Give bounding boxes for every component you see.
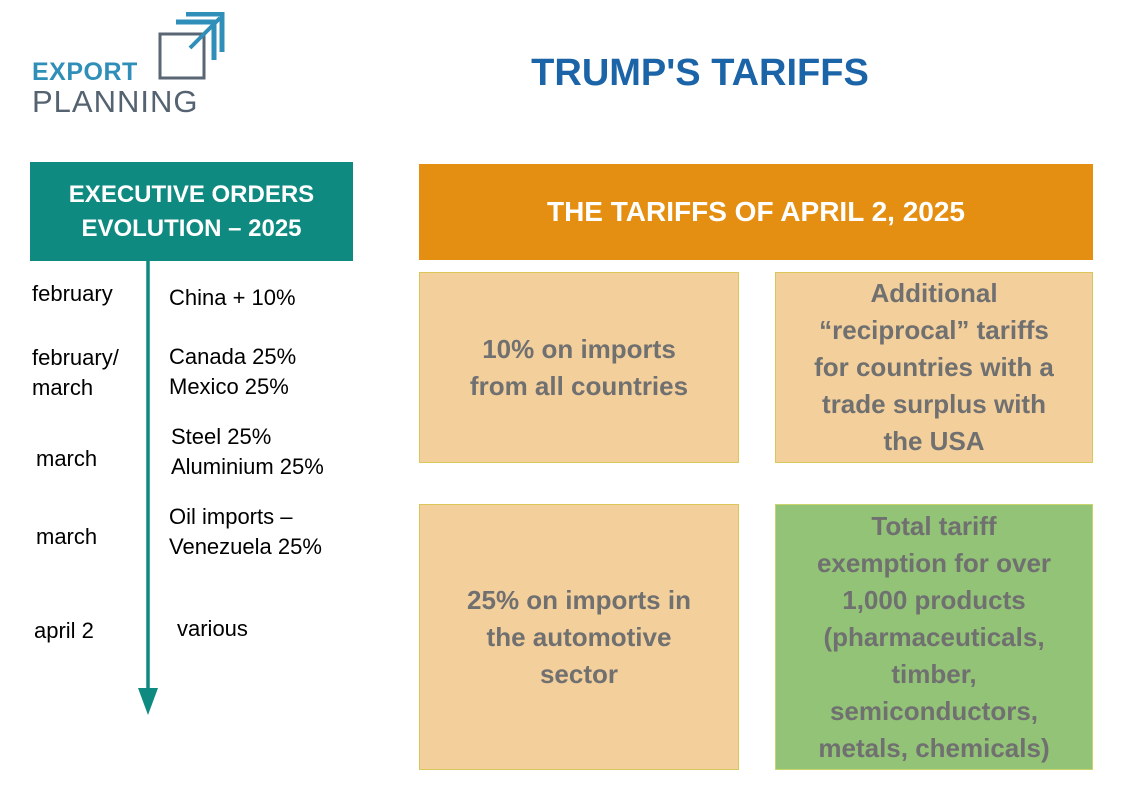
- timeline-date: march: [36, 446, 98, 471]
- tariff-box-all-countries: 10% on imports from all countries: [419, 272, 739, 463]
- tariff-box-automotive: 25% on imports in the automotive sector: [419, 504, 739, 770]
- logo-squares-icon: [158, 12, 225, 80]
- executive-orders-header: EXECUTIVE ORDERS EVOLUTION – 2025: [30, 162, 353, 261]
- timeline-item: Canada 25% Mexico 25%: [169, 344, 297, 399]
- executive-orders-header-line: EVOLUTION – 2025: [81, 214, 302, 242]
- timeline-item: Oil imports – Venezuela 25%: [169, 504, 322, 559]
- executive-orders-header-line: EXECUTIVE ORDERS: [68, 180, 315, 208]
- timeline-date: march: [36, 524, 98, 549]
- tariff-box-exemption: Total tariff exemption for over 1,000 pr…: [775, 504, 1093, 770]
- logo-word-planning: PLANNING: [32, 84, 199, 119]
- timeline-date: april 2: [34, 618, 94, 643]
- timeline-date: february: [32, 281, 113, 306]
- logo-word-export: EXPORT: [32, 58, 138, 86]
- timeline-item: Steel 25% Aluminium 25%: [171, 424, 324, 479]
- timeline-item: China + 10%: [169, 285, 296, 310]
- timeline-date: february/ march: [32, 345, 119, 400]
- timeline-arrow: [138, 260, 158, 715]
- timeline-item: various: [177, 616, 248, 641]
- export-planning-logo: EXPORT PLANNING: [30, 12, 230, 122]
- page-title: TRUMP'S TARIFFS: [531, 52, 869, 94]
- tariffs-banner: THE TARIFFS OF APRIL 2, 2025: [419, 164, 1093, 260]
- tariff-box-reciprocal: Additional “reciprocal” tariffs for coun…: [775, 272, 1093, 463]
